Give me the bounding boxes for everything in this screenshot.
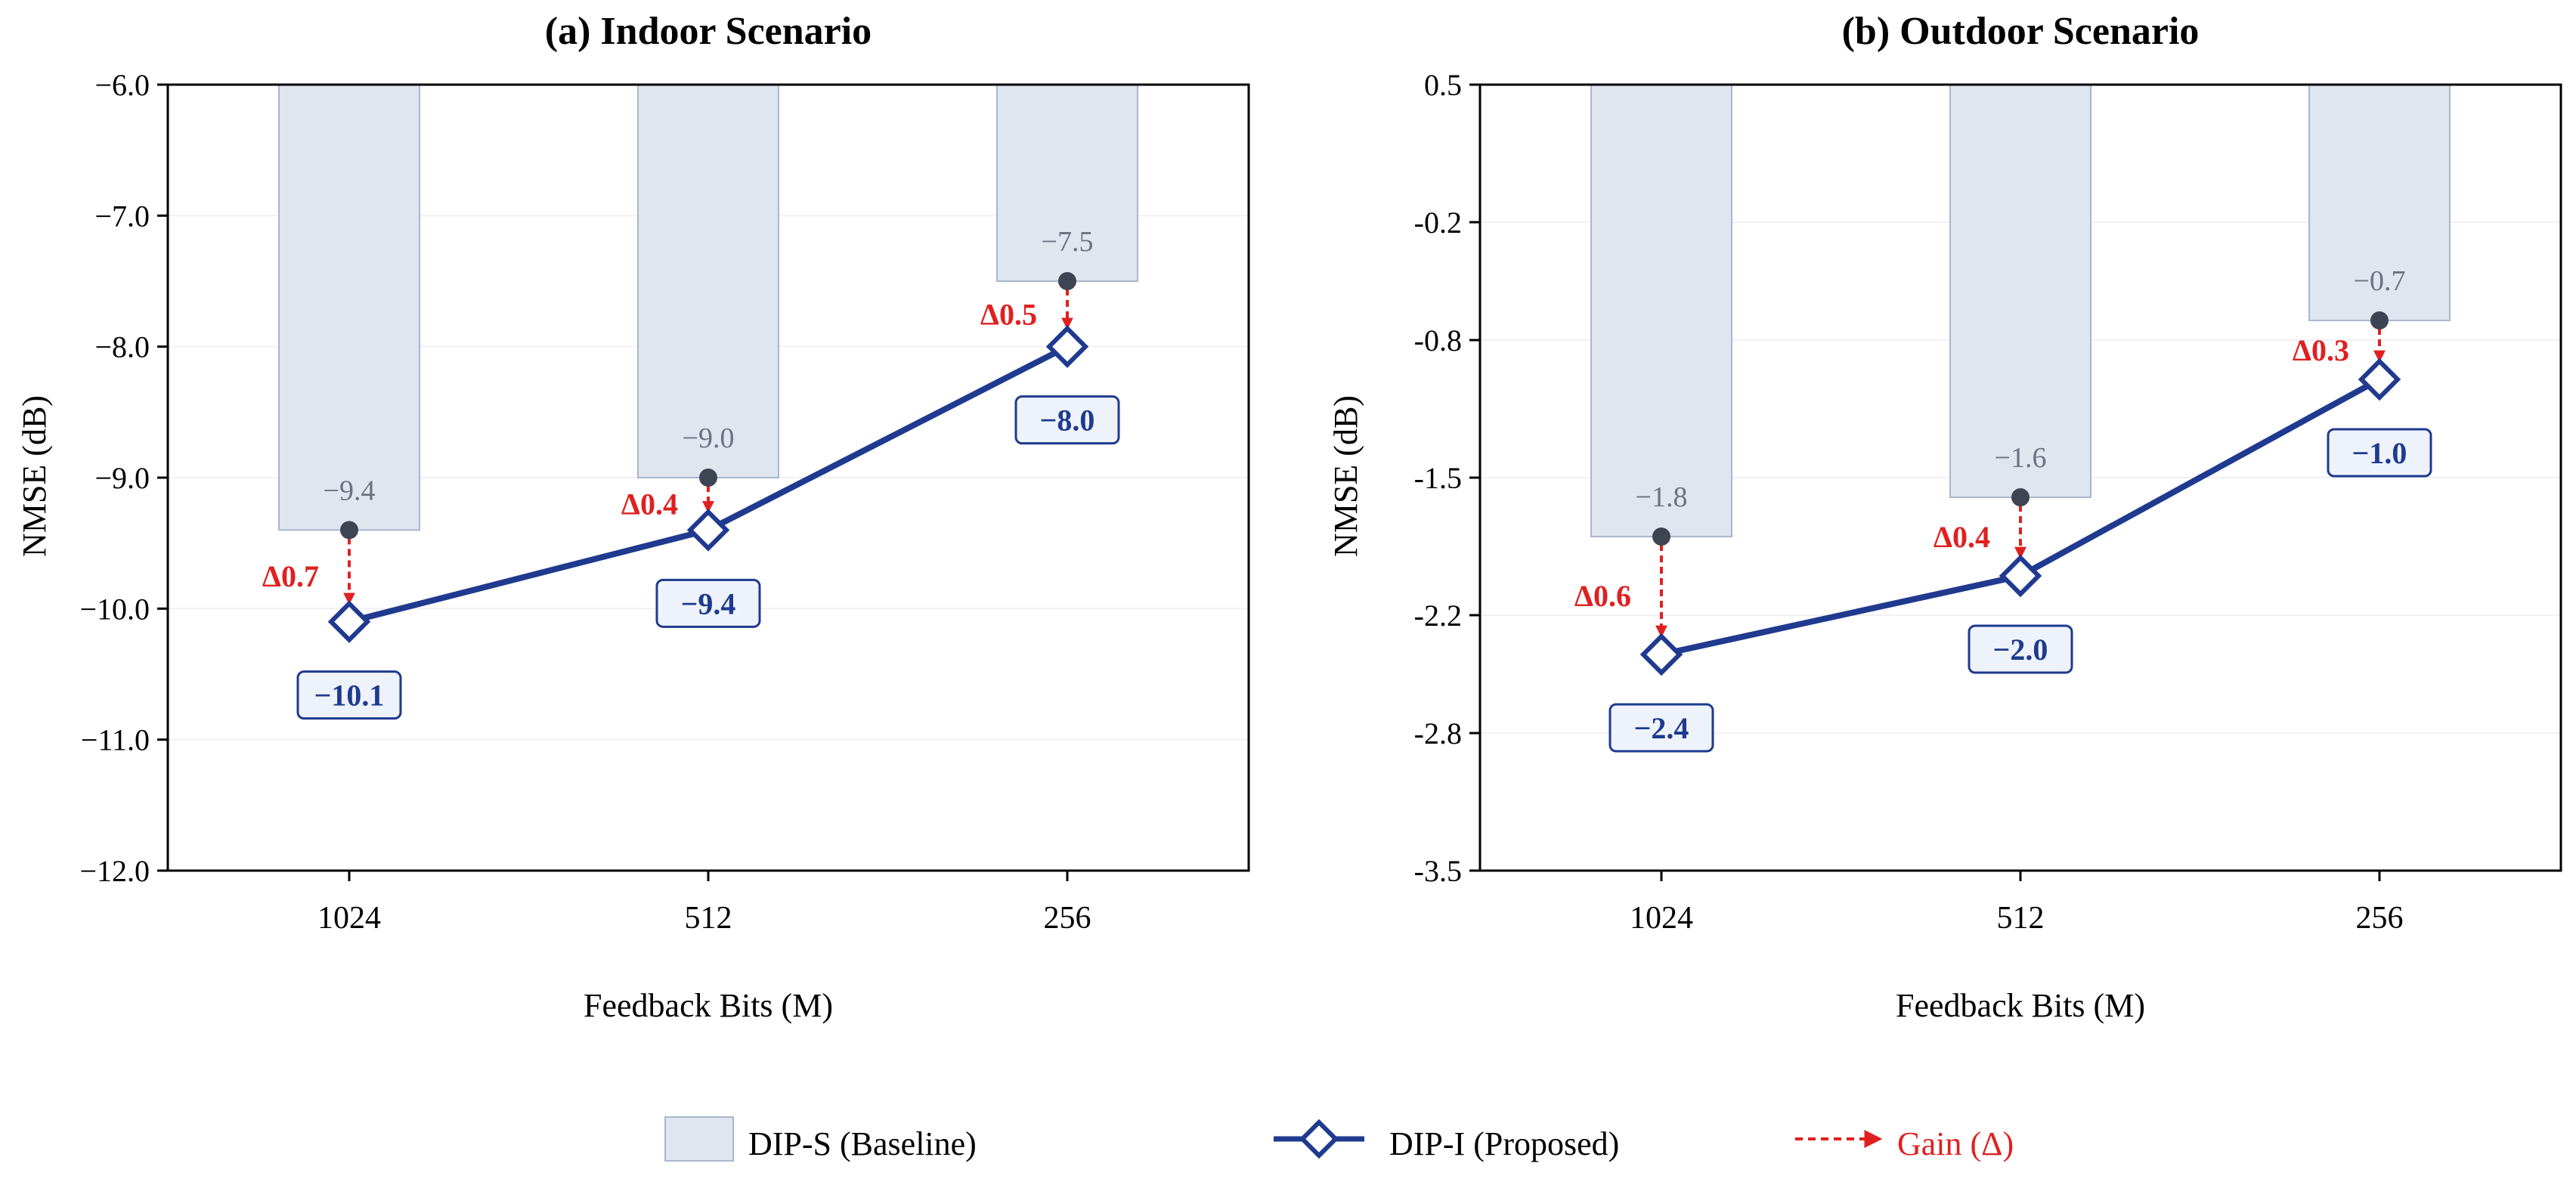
x-tick-label: 1024 [317, 901, 381, 936]
proposed-point [1045, 325, 1089, 368]
panel-outdoor-xlabel: Feedback Bits (M) [1896, 987, 2145, 1024]
y-tick-label: -1.5 [1414, 461, 1462, 495]
baseline-value-label: −1.8 [1636, 481, 1688, 513]
y-tick-label: -0.2 [1414, 206, 1462, 240]
panel-outdoor-plot: 0.5 -0.2 -0.8 -1.5 -2.2 -2.8 -3.5 1024 512 256 Δ0.… [1414, 68, 2562, 936]
x-tick-label: 512 [685, 901, 732, 936]
y-tick-label: −9.0 [94, 461, 150, 495]
gain-label: Δ0.3 [2293, 333, 2349, 367]
baseline-point [1058, 272, 1076, 290]
y-tick-label: -0.8 [1414, 323, 1462, 357]
y-tick-label: -3.5 [1414, 854, 1462, 888]
proposed-point [686, 509, 730, 552]
baseline-bar [278, 84, 420, 531]
panel-indoor-xlabel: Feedback Bits (M) [584, 987, 833, 1024]
baseline-point [2011, 488, 2030, 506]
proposed-value-box [1608, 703, 1714, 753]
y-tick-label: 0.5 [1424, 68, 1462, 102]
proposed-point [1639, 633, 1683, 676]
baseline-point [1652, 528, 1670, 546]
baseline-bar [1590, 84, 1732, 537]
baseline-bar [2308, 84, 2451, 321]
x-tick-label: 1024 [1630, 901, 1693, 936]
y-tick-label: −10.0 [79, 592, 150, 626]
legend-baseline-swatch [664, 1116, 734, 1162]
baseline-bar [637, 84, 779, 478]
proposed-value-label: −9.4 [681, 586, 736, 620]
baseline-value-label: −9.4 [324, 475, 376, 506]
baseline-value-label: −7.5 [1042, 226, 1094, 258]
panel-indoor-ylabel: NMSE (dB) [16, 395, 53, 557]
baseline-point [2370, 311, 2389, 330]
baseline-bar [1949, 84, 2091, 498]
legend-proposed-diamond-icon [1299, 1119, 1339, 1159]
y-tick-label: -2.8 [1414, 716, 1462, 750]
proposed-point [1999, 554, 2042, 598]
proposed-value-label: −10.1 [314, 679, 385, 713]
y-tick-label: -2.2 [1414, 599, 1462, 633]
gain-label: Δ0.4 [621, 487, 678, 521]
panel-outdoor: (b) Outdoor Scenario NMSE (dB) Feedback … [1327, 10, 2562, 1024]
gain-label: Δ0.6 [1574, 579, 1631, 613]
proposed-value-box [1968, 624, 2073, 674]
panel-indoor-plot: −6.0 −7.0 −8.0 −9.0 −10.0 −11.0 −12.0 1024 512 25… [79, 68, 1250, 936]
baseline-point [699, 469, 717, 487]
proposed-value-box [1014, 395, 1120, 445]
y-tick-label: −12.0 [79, 854, 150, 888]
proposed-value-label: −8.0 [1040, 404, 1095, 438]
baseline-value-label: −0.7 [2354, 265, 2406, 297]
baseline-bar [996, 84, 1138, 282]
y-tick-label: −7.0 [94, 199, 150, 233]
proposed-point [327, 600, 371, 643]
gain-label: Δ0.7 [262, 559, 319, 593]
baseline-point [340, 521, 358, 540]
panel-indoor: (a) Indoor Scenario NMSE (dB) Feedback B… [16, 10, 1250, 1024]
proposed-value-label: −2.0 [1993, 633, 2048, 667]
legend-baseline-label: DIP-S (Baseline) [748, 1125, 977, 1162]
baseline-value-label: −1.6 [1995, 442, 2047, 474]
panel-outdoor-title: (b) Outdoor Scenario [1842, 10, 2200, 53]
y-tick-label: −11.0 [81, 723, 150, 757]
baseline-value-label: −9.0 [683, 422, 735, 454]
proposed-point [2358, 357, 2401, 401]
legend-gain-label: Gain (Δ) [1897, 1125, 2014, 1162]
panel-outdoor-ylabel: NMSE (dB) [1327, 395, 1364, 557]
x-tick-label: 512 [1997, 901, 2045, 936]
y-tick-label: −8.0 [94, 330, 150, 364]
gain-label: Δ0.5 [980, 297, 1037, 331]
x-tick-label: 256 [1044, 901, 1091, 936]
proposed-value-label: −1.0 [2352, 436, 2407, 470]
gain-label: Δ0.4 [1934, 520, 1990, 554]
proposed-value-label: −2.4 [1634, 711, 1689, 745]
legend: DIP-S (Baseline) DIP-I (Proposed) Gain (… [664, 1116, 2014, 1162]
proposed-value-box [2327, 428, 2432, 478]
x-tick-label: 256 [2356, 901, 2404, 936]
proposed-value-box [655, 578, 761, 628]
proposed-value-box [296, 670, 402, 720]
legend-proposed-label: DIP-I (Proposed) [1389, 1125, 1619, 1162]
panel-indoor-title: (a) Indoor Scenario [545, 10, 872, 53]
y-tick-label: −6.0 [94, 68, 150, 102]
